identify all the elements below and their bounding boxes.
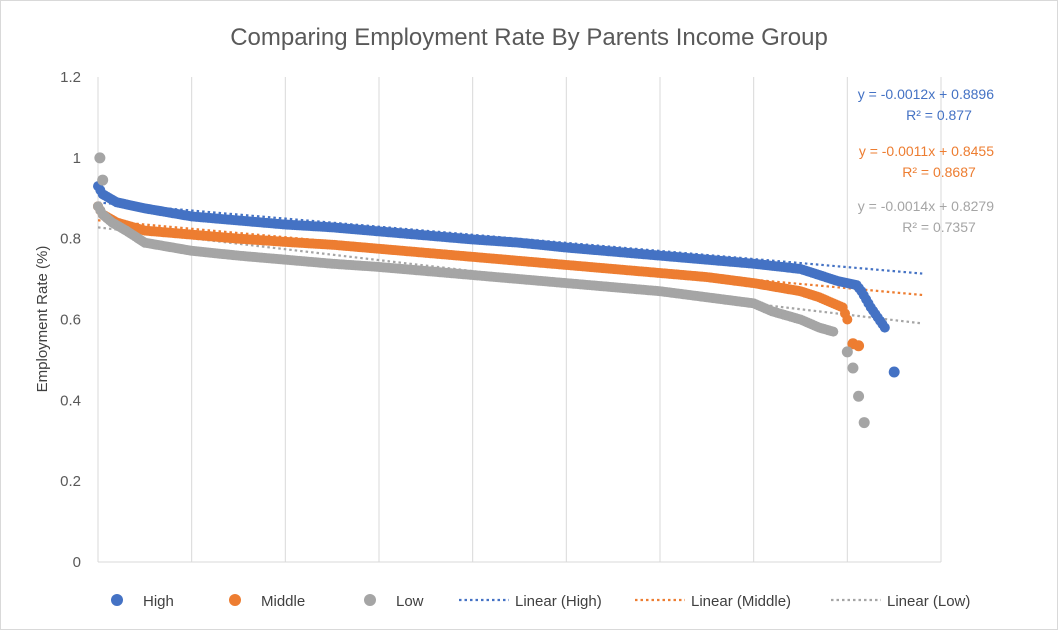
middle-trend-r2: R² = 0.8687 [902, 164, 976, 180]
chart-title: Comparing Employment Rate By Parents Inc… [230, 24, 828, 51]
legend[interactable]: High Middle Low Linear (High) Linear (Middle… [111, 593, 970, 610]
y-tick-label: 0.8 [60, 231, 81, 248]
legend-marker-low [364, 594, 376, 606]
low-outlier-point [847, 362, 859, 374]
equation-layer: y = -0.0012x + 0.8896 R² = 0.877 y = -0.00… [858, 86, 994, 235]
legend-trend-label-low[interactable]: Linear (Low) [887, 593, 970, 610]
y-tick-label: 0.4 [60, 392, 81, 409]
points-layer [93, 152, 900, 429]
legend-trend-label-middle[interactable]: Linear (Middle) [691, 593, 791, 610]
y-tick-label: 0.2 [60, 473, 81, 490]
y-tick-label: 0.6 [60, 312, 81, 329]
legend-marker-middle [229, 594, 241, 606]
legend-label-low[interactable]: Low [396, 593, 424, 610]
y-tick-label: 1 [73, 150, 81, 167]
high-outlier-point [888, 366, 900, 378]
low-trend-equation: y = -0.0014x + 0.8279 [858, 198, 994, 214]
high-trend-r2: R² = 0.877 [906, 107, 972, 123]
high-point [879, 322, 890, 333]
middle-trend-equation: y = -0.0011x + 0.8455 [859, 143, 994, 159]
y-axis-label: Employment Rate (%) [34, 246, 51, 393]
middle-point [842, 314, 853, 325]
y-tick-label: 1.2 [60, 69, 81, 86]
low-outlier-point [853, 390, 865, 402]
middle-outlier-point [853, 340, 865, 352]
legend-label-middle[interactable]: Middle [261, 593, 305, 610]
legend-trend-label-high[interactable]: Linear (High) [515, 593, 602, 610]
legend-label-high[interactable]: High [143, 593, 174, 610]
y-tick-label: 0 [73, 554, 81, 571]
low-outlier-point [841, 346, 853, 358]
legend-marker-high [111, 594, 123, 606]
high-trend-equation: y = -0.0012x + 0.8896 [858, 86, 994, 102]
low-trend-r2: R² = 0.7357 [902, 219, 976, 235]
low-outlier-point [94, 152, 106, 164]
low-point [828, 326, 839, 337]
grid-layer [97, 77, 942, 562]
low-outlier-point [97, 174, 109, 186]
low-outlier-point [858, 417, 870, 429]
axis-layer: 0 0.2 0.4 0.6 0.8 1 1.2 [60, 69, 941, 571]
